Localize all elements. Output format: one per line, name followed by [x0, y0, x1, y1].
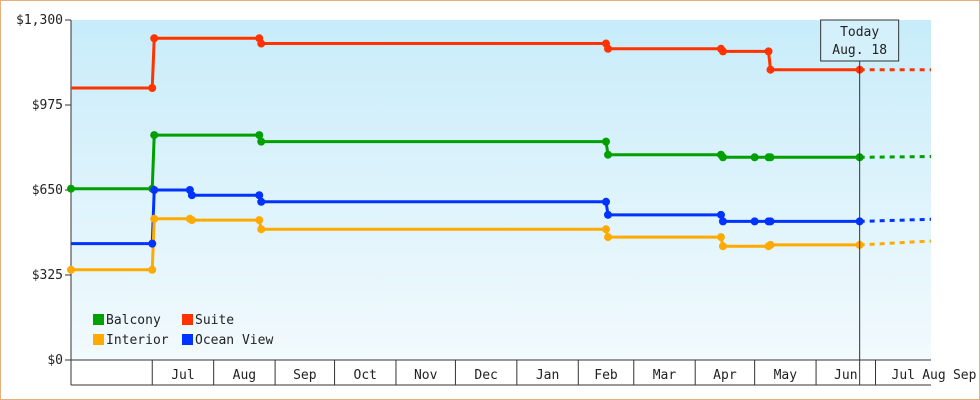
x-tick-label: Jul — [892, 368, 915, 383]
data-point-interior[interactable] — [148, 265, 157, 274]
legend-label: Suite — [195, 313, 234, 328]
y-tick-label: $975 — [32, 98, 63, 113]
data-point-ocean-view[interactable] — [766, 217, 775, 226]
data-point-balcony[interactable] — [604, 150, 613, 159]
legend-swatch — [182, 314, 193, 325]
data-point-suite[interactable] — [718, 47, 727, 56]
data-point-suite[interactable] — [604, 44, 613, 53]
x-tick-label: Apr — [713, 368, 737, 383]
data-point-interior[interactable] — [766, 240, 775, 249]
data-point-balcony[interactable] — [718, 153, 727, 162]
legend-item-suite: Suite — [182, 313, 234, 328]
x-tick-label: Dec — [474, 368, 497, 383]
data-point-ocean-view[interactable] — [150, 186, 159, 194]
x-tick-label: Feb — [594, 368, 618, 383]
data-point-suite[interactable] — [150, 34, 159, 43]
data-point-ocean-view[interactable] — [604, 210, 613, 219]
data-point-interior[interactable] — [255, 216, 264, 225]
data-point-balcony[interactable] — [766, 153, 775, 162]
data-point-balcony[interactable] — [602, 137, 611, 146]
data-point-balcony[interactable] — [255, 131, 264, 140]
data-point-interior[interactable] — [257, 225, 266, 234]
data-point-interior[interactable] — [718, 242, 727, 251]
data-point-suite[interactable] — [766, 65, 775, 74]
x-tick-label: Jan — [536, 368, 559, 383]
today-callout — [820, 19, 900, 62]
legend-item-ocean-view: Ocean View — [182, 333, 273, 348]
x-tick-label: Aug — [233, 368, 256, 383]
data-point-suite[interactable] — [148, 84, 157, 92]
series-line-ocean-view — [71, 188, 860, 246]
x-tick-label: Mar — [653, 368, 677, 383]
legend-item-interior: Interior — [93, 333, 169, 348]
data-point-ocean-view[interactable] — [718, 217, 727, 226]
data-point-interior[interactable] — [67, 265, 75, 274]
data-point-interior[interactable] — [604, 233, 613, 242]
forecast-line-interior — [859, 239, 932, 247]
legend-swatch — [182, 334, 193, 345]
data-point-interior[interactable] — [150, 214, 159, 223]
today-date-label: Aug. 18 — [832, 43, 887, 58]
x-tick-label: Aug — [922, 368, 945, 383]
x-tick-label: Sep — [953, 368, 977, 383]
legend-label: Balcony — [106, 313, 161, 328]
data-point-balcony[interactable] — [67, 184, 75, 193]
forecast-line-ocean-view — [859, 217, 932, 223]
data-point-suite[interactable] — [764, 47, 773, 56]
x-tick-label: Jun — [834, 368, 857, 383]
today-label: Today — [840, 25, 879, 40]
data-point-ocean-view[interactable] — [602, 197, 611, 206]
y-tick-label: $1,300 — [16, 13, 63, 28]
legend-item-balcony: Balcony — [93, 313, 161, 328]
data-point-ocean-view[interactable] — [148, 239, 157, 248]
series-line-interior — [71, 217, 860, 272]
data-point-ocean-view[interactable] — [187, 191, 196, 200]
data-point-balcony[interactable] — [150, 131, 159, 140]
data-point-balcony[interactable] — [750, 153, 759, 162]
data-point-ocean-view[interactable] — [257, 197, 266, 206]
data-point-ocean-view[interactable] — [716, 210, 725, 219]
data-point-interior[interactable] — [716, 233, 725, 242]
y-tick-label: $650 — [32, 183, 63, 198]
forecast-line-balcony — [859, 155, 932, 159]
x-tick-label: May — [774, 368, 798, 383]
legend-label: Ocean View — [195, 333, 273, 348]
plot-area — [71, 20, 931, 360]
data-point-ocean-view[interactable] — [750, 217, 759, 226]
data-point-balcony[interactable] — [257, 137, 266, 146]
data-point-ocean-view[interactable] — [255, 191, 264, 200]
x-tick-label: Nov — [414, 368, 438, 383]
data-point-interior[interactable] — [602, 225, 611, 234]
x-tick-label: Oct — [354, 368, 377, 383]
legend-swatch — [93, 314, 104, 325]
legend-swatch — [93, 334, 104, 345]
x-tick-label: Sep — [293, 368, 317, 383]
x-tick-label: Jul — [171, 368, 194, 383]
legend-label: Interior — [106, 333, 169, 348]
y-tick-label: $325 — [32, 268, 63, 283]
data-point-interior[interactable] — [187, 216, 196, 225]
data-point-suite[interactable] — [257, 39, 266, 48]
y-tick-label: $0 — [47, 353, 63, 368]
